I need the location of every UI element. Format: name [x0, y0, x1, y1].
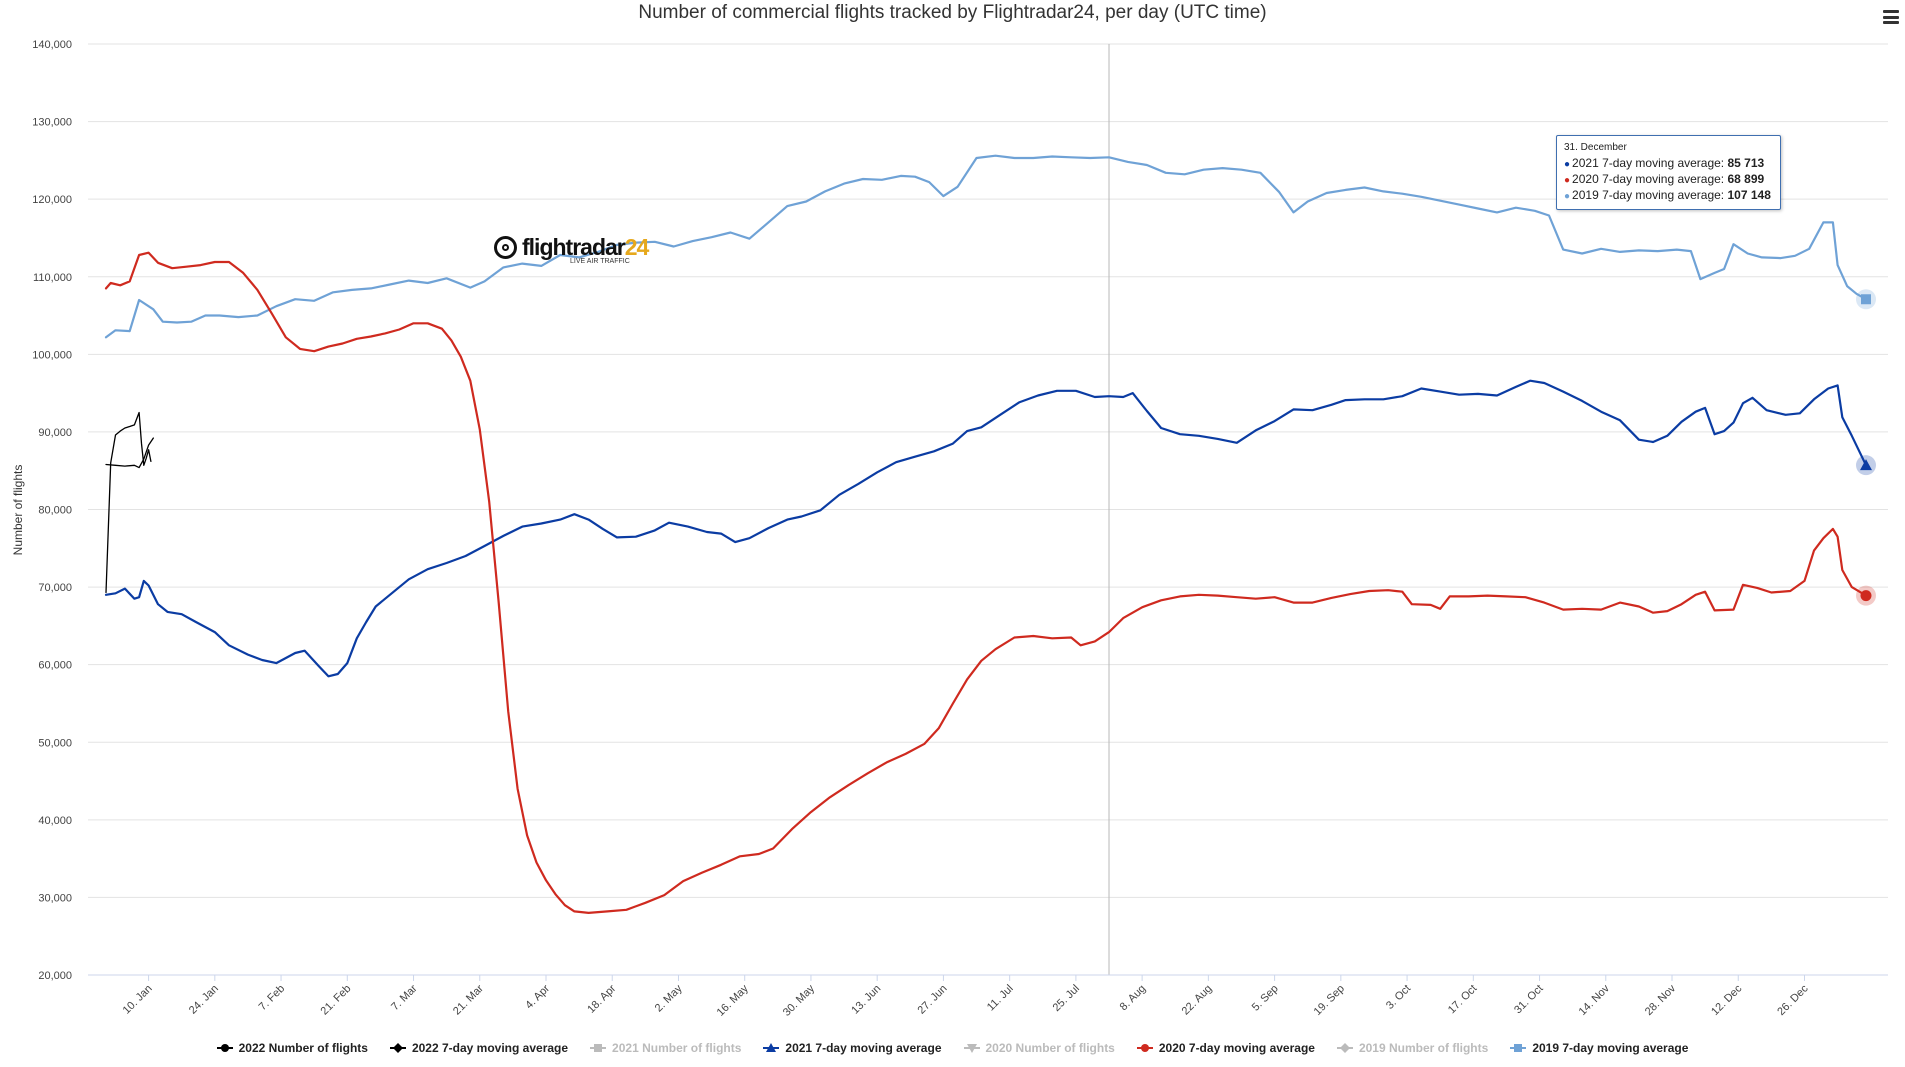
y-tick-label: 120,000 — [32, 194, 72, 206]
chart-legend: 2022 Number of flights 2022 7-day moving … — [0, 1041, 1905, 1055]
x-tick-label: 14. Nov — [1577, 982, 1613, 1018]
y-tick-label: 60,000 — [38, 660, 72, 672]
tooltip-label: 2019 7-day moving average: — [1572, 188, 1725, 202]
x-tick-label: 26. Dec — [1775, 982, 1811, 1018]
x-tick-label: 28. Nov — [1643, 982, 1679, 1018]
legend-item[interactable]: 2022 Number of flights — [216, 1041, 368, 1055]
x-tick-label: 21. Mar — [451, 982, 486, 1017]
x-tick-label: 5. Sep — [1250, 983, 1281, 1014]
diamond-marker-icon — [389, 1043, 406, 1053]
series-line-2022-moving-average — [105, 437, 154, 469]
x-tick-label: 3. Oct — [1384, 983, 1413, 1012]
x-tick-label: 11. Jul — [985, 983, 1016, 1014]
series-line-2020-moving-average — [104, 251, 1868, 914]
x-tick-label: 24. Jan — [187, 983, 221, 1017]
series-line-2022-number-of-flights — [105, 411, 152, 594]
triangle-marker-icon — [763, 1043, 780, 1052]
legend-item-label: 2020 Number of flights — [985, 1041, 1115, 1055]
logo-brand: flightradar — [522, 234, 626, 260]
x-tick-label: 31. Oct — [1512, 983, 1546, 1017]
y-tick-label: 110,000 — [33, 272, 72, 284]
flightradar24-logo: flightradar24 LIVE AIR TRAFFIC — [492, 234, 649, 268]
x-tick-label: 25. Jul — [1051, 983, 1082, 1014]
chart-menu-button[interactable] — [1883, 10, 1899, 24]
legend-item[interactable]: 2019 Number of flights — [1336, 1041, 1489, 1055]
legend-item-label: 2019 7-day moving average — [1532, 1041, 1689, 1055]
chart-tooltip: 31. December ● 2021 7-day moving average:… — [1556, 135, 1781, 210]
legend-item-label: 2022 7-day moving average — [411, 1041, 569, 1055]
tooltip-label: 2020 7-day moving average: — [1572, 172, 1725, 186]
x-tick-label: 30. May — [781, 982, 818, 1019]
circle-marker-icon — [1136, 1044, 1153, 1052]
series-dot-icon: ● — [1564, 159, 1571, 170]
y-tick-label: 100,000 — [32, 349, 72, 361]
legend-item-label: 2021 Number of flights — [612, 1041, 742, 1055]
legend-item[interactable]: 2020 Number of flights — [963, 1041, 1115, 1055]
y-tick-label: 50,000 — [38, 737, 72, 749]
y-tick-label: 130,000 — [32, 117, 72, 129]
x-tick-label: 2. May — [653, 982, 685, 1014]
legend-item[interactable]: 2022 7-day moving average — [389, 1041, 569, 1055]
tooltip-row-2019: ● 2019 7-day moving average: 107 148 — [1564, 188, 1771, 204]
x-tick-label: 27. Jun — [916, 983, 950, 1017]
tooltip-row-2021: ● 2021 7-day moving average: 85 713 — [1564, 156, 1771, 172]
tooltip-date: 31. December — [1564, 142, 1627, 153]
hamburger-menu-icon — [1883, 10, 1899, 13]
series-dot-icon: ● — [1564, 175, 1571, 186]
legend-item-label: 2022 Number of flights — [238, 1041, 368, 1055]
square-marker-icon — [590, 1044, 607, 1052]
marker-2020-dec-31 — [1860, 590, 1872, 602]
x-tick-label: 22. Aug — [1180, 983, 1215, 1018]
x-tick-label: 18. Apr — [585, 982, 618, 1015]
legend-item-label: 2020 7-day moving average — [1158, 1041, 1315, 1055]
logo-brand-suffix: 24 — [624, 234, 650, 260]
x-tick-label: 10. Jan — [121, 983, 155, 1017]
legend-item[interactable]: 2021 Number of flights — [590, 1041, 741, 1055]
radar-logo-icon — [494, 236, 517, 259]
y-tick-label: 70,000 — [38, 582, 72, 594]
chart-title: Number of commercial flights tracked by … — [638, 2, 1267, 23]
x-tick-label: 12. Dec — [1709, 982, 1745, 1018]
tooltip-value: 68 899 — [1727, 172, 1765, 186]
x-tick-label: 7. Feb — [257, 983, 288, 1014]
legend-item-label: 2019 Number of flights — [1358, 1041, 1489, 1055]
legend-item-label: 2021 7-day moving average — [785, 1041, 942, 1055]
diamond-marker-icon — [1336, 1043, 1353, 1053]
marker-2021-dec-31 — [1860, 459, 1872, 471]
tooltip-label: 2021 7-day moving average: — [1572, 156, 1725, 170]
y-tick-label: 140,000 — [32, 39, 72, 51]
y-tick-label: 20,000 — [38, 970, 72, 982]
series-dot-icon: ● — [1564, 191, 1571, 202]
tooltip-value: 107 148 — [1727, 188, 1771, 202]
series-line-2019-moving-average — [104, 154, 1868, 339]
legend-item[interactable]: 2020 7-day moving average — [1136, 1041, 1315, 1055]
x-tick-label: 8. Aug — [1118, 983, 1149, 1014]
square-marker-icon — [1510, 1044, 1527, 1052]
series-line-2021-moving-average — [104, 379, 1868, 678]
y-tick-label: 90,000 — [38, 427, 72, 439]
x-tick-label: 17. Oct — [1446, 983, 1480, 1017]
x-tick-label: 19. Sep — [1312, 983, 1347, 1018]
legend-item[interactable]: 2019 7-day moving average — [1510, 1041, 1688, 1055]
y-tick-label: 40,000 — [38, 815, 72, 827]
circle-marker-icon — [216, 1044, 233, 1052]
x-tick-label: 21. Feb — [319, 983, 354, 1018]
triangle-down-marker-icon — [963, 1044, 980, 1053]
x-tick-label: 7. Mar — [389, 982, 420, 1013]
tooltip-value: 85 713 — [1727, 156, 1765, 170]
y-axis-label: Number of flights — [11, 465, 25, 556]
y-tick-label: 80,000 — [38, 505, 72, 517]
marker-2019-dec-31 — [1861, 294, 1871, 305]
tooltip-row-2020: ● 2020 7-day moving average: 68 899 — [1564, 172, 1771, 188]
x-tick-label: 13. Jun — [849, 983, 883, 1017]
x-tick-label: 16. May — [715, 982, 752, 1019]
logo-tagline: LIVE AIR TRAFFIC — [570, 258, 630, 265]
y-tick-label: 30,000 — [38, 892, 72, 904]
x-tick-label: 4. Apr — [523, 982, 552, 1011]
legend-item[interactable]: 2021 7-day moving average — [763, 1041, 942, 1055]
